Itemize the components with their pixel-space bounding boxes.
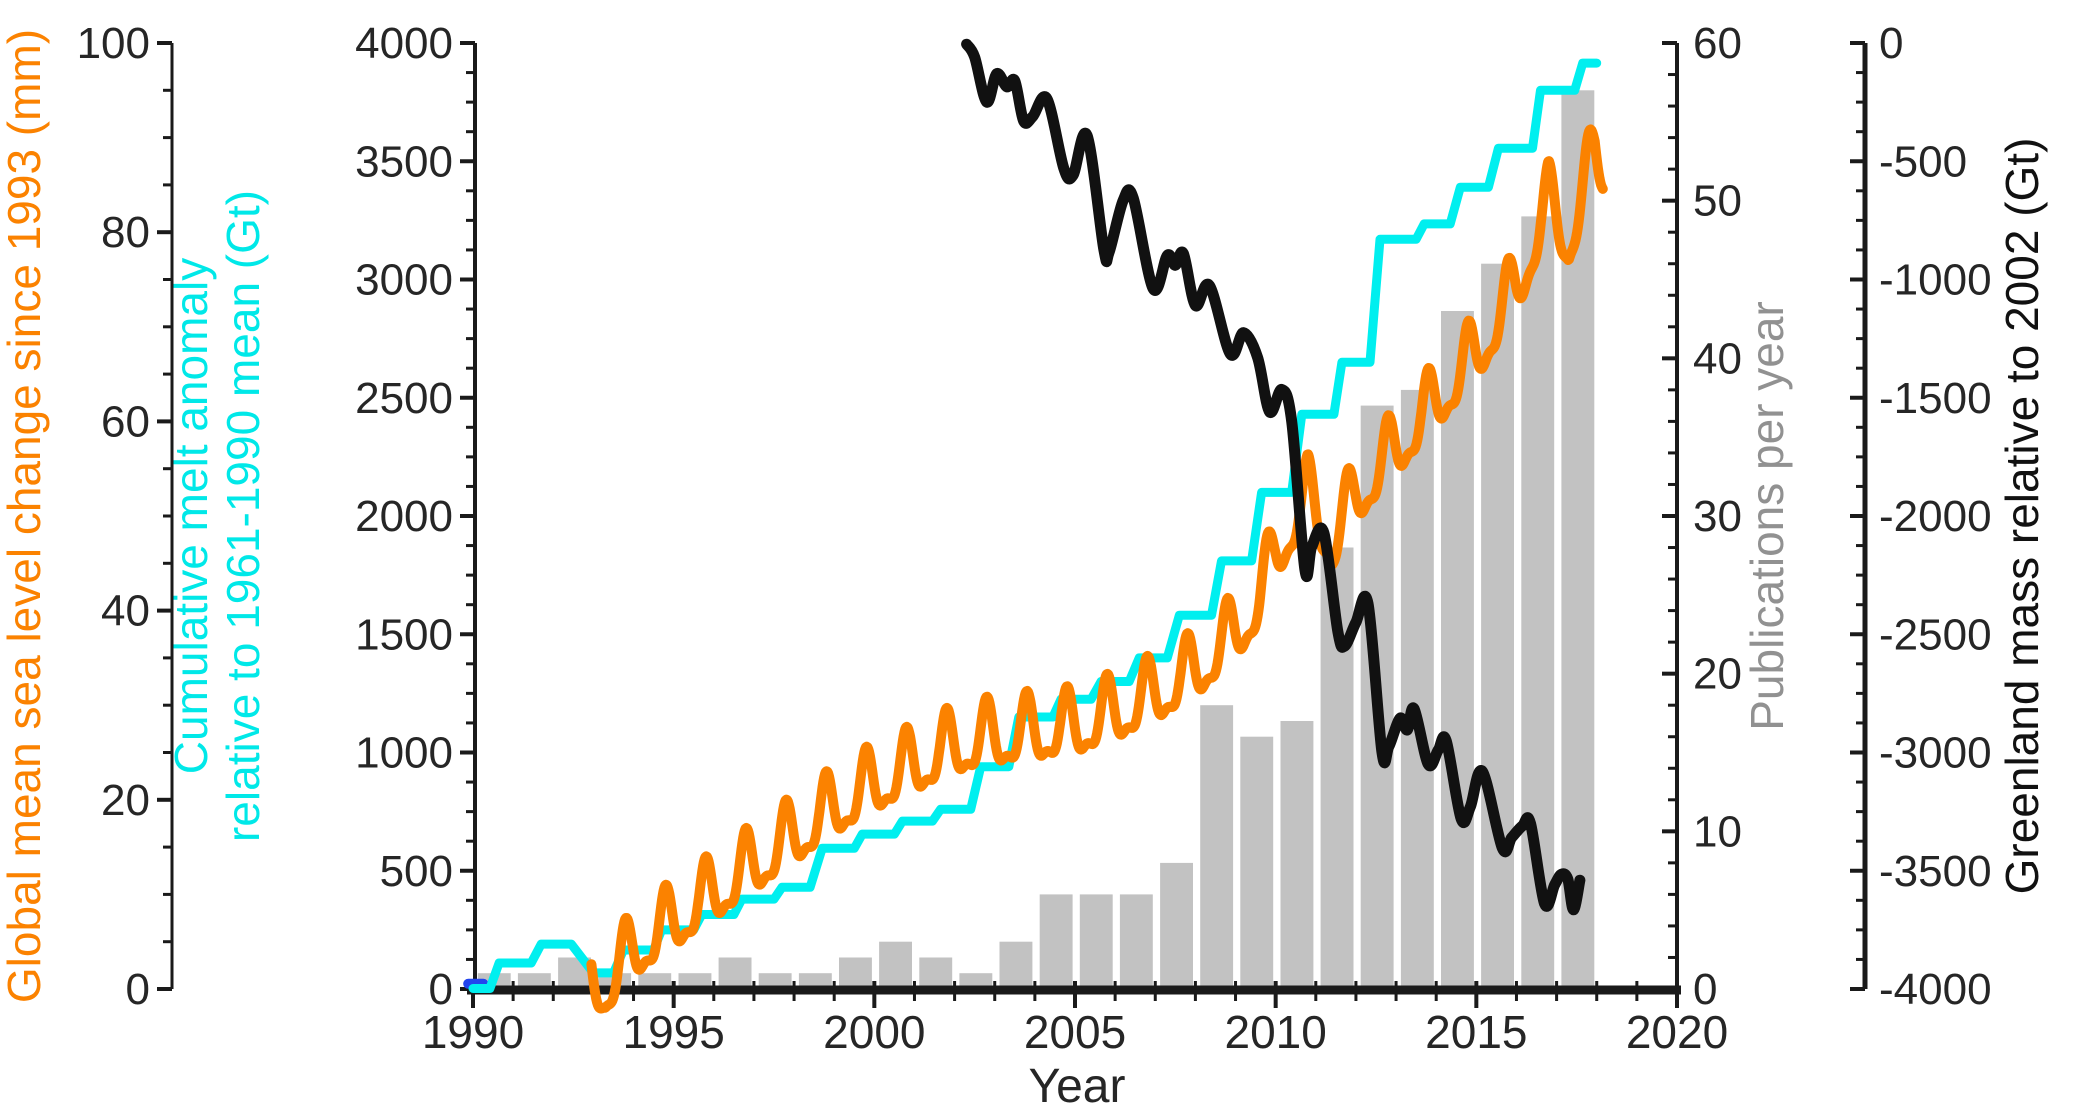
- sea-level-axis-tick-label: 20: [101, 776, 150, 825]
- publications-axis-tick-label: 20: [1693, 650, 1742, 699]
- greenland-axis-tick-label: -3500: [1879, 847, 1992, 896]
- sea-level-axis-tick-label: 100: [77, 19, 150, 68]
- melt-axis-title-line2: relative to 1961-1990 mean (Gt): [217, 190, 269, 842]
- publication-bar-2009: [1240, 736, 1274, 990]
- x-axis: 1990 1995 2000 2005 2010 2015 2020 Year: [422, 981, 1728, 1113]
- publication-bar-2005: [1079, 894, 1113, 990]
- data-lines: [463, 38, 1608, 1014]
- greenland-axis-tick-label: -1500: [1879, 374, 1992, 423]
- publications-axis-tick-label: 10: [1693, 807, 1742, 856]
- greenland-axis-title: Greenland mass relative to 2002 (Gt): [1996, 138, 2048, 895]
- melt-axis-tick-label: 2500: [355, 374, 453, 423]
- publications-axis-tick-label: 30: [1693, 492, 1742, 541]
- publication-bar-2010: [1280, 721, 1314, 990]
- melt-axis: 0 500 1000 1500 2000 2500 3000 3500 4000: [355, 19, 477, 1014]
- greenland-axis-tick-label: -3000: [1879, 729, 1992, 778]
- sea-level-axis-tick-label: 60: [101, 397, 150, 446]
- publications-bars: [477, 90, 1595, 991]
- melt-axis-tick-label: 500: [380, 847, 453, 896]
- publications-axis: 0 10 20 30 40 50 60: [1662, 19, 1742, 1014]
- publication-bar-2003: [999, 941, 1033, 990]
- greenland-axis-tick-label: -2500: [1879, 610, 1992, 659]
- publication-bar-2000: [879, 941, 912, 990]
- melt-axis-tick-label: 3000: [355, 256, 453, 305]
- greenland-axis-tick-label: -4000: [1879, 965, 1992, 1014]
- publication-bar-1996: [718, 957, 752, 990]
- sea-level-axis-tick-label: 80: [101, 208, 150, 257]
- publication-bar-2001: [919, 957, 953, 990]
- melt-axis-tick-label: 1500: [355, 610, 453, 659]
- publications-axis-tick-label: 60: [1693, 19, 1742, 68]
- x-tick-label-2015: 2015: [1425, 1006, 1527, 1058]
- greenland-axis-tick-label: -2000: [1879, 492, 1992, 541]
- publication-bar-2015: [1481, 263, 1514, 990]
- melt-axis-title-line1: Cumulative melt anomaly: [165, 258, 217, 774]
- publication-bar-2006: [1119, 894, 1153, 990]
- sea-level-line: [586, 124, 1608, 1014]
- melt-axis-tick-label: 2000: [355, 492, 453, 541]
- sea-level-axis-tick-label: 0: [126, 965, 150, 1014]
- x-tick-label-1990: 1990: [422, 1006, 524, 1058]
- greenland-axis-tick-label: -1000: [1879, 256, 1992, 305]
- greenland-mass-line: [961, 38, 1586, 916]
- x-tick-label-2020: 2020: [1626, 1006, 1728, 1058]
- x-tick-label-2010: 2010: [1224, 1006, 1326, 1058]
- greenland-axis: -4000 -3500 -3000 -2500 -2000 -1500 -1000 -500 0: [1850, 19, 1992, 1014]
- x-axis-title: Year: [1029, 1060, 1126, 1113]
- publication-bar-1999: [839, 957, 872, 990]
- publication-bar-2008: [1200, 705, 1234, 990]
- sea-level-axis-title: Global mean sea level change since 1993 …: [0, 29, 50, 1003]
- publications-axis-tick-label: 40: [1693, 334, 1742, 383]
- melt-axis-tick-label: 1000: [355, 729, 453, 778]
- greenland-axis-tick-label: 0: [1879, 19, 1903, 68]
- melt-axis-tick-label: 3500: [355, 137, 453, 186]
- publication-bar-2004: [1039, 894, 1073, 990]
- publications-axis-tick-label: 50: [1693, 177, 1742, 226]
- greenland-axis-tick-label: -500: [1879, 137, 1967, 186]
- publication-bar-2007: [1160, 862, 1193, 990]
- sea-level-axis-tick-label: 40: [101, 587, 150, 636]
- melt-axis-tick-label: 4000: [355, 19, 453, 68]
- x-tick-label-2000: 2000: [823, 1006, 925, 1058]
- melt-axis-tick-label: 0: [429, 965, 453, 1014]
- x-tick-label-1995: 1995: [622, 1006, 724, 1058]
- x-tick-label-2005: 2005: [1024, 1006, 1126, 1058]
- sea-level-axis: 0 20 40 60 80 100: [77, 19, 174, 1014]
- publications-axis-tick-label: 0: [1693, 965, 1717, 1014]
- publications-axis-title: Publications per year: [1741, 301, 1793, 731]
- publication-bar-2014: [1441, 311, 1474, 990]
- publication-bar-2013: [1400, 389, 1434, 990]
